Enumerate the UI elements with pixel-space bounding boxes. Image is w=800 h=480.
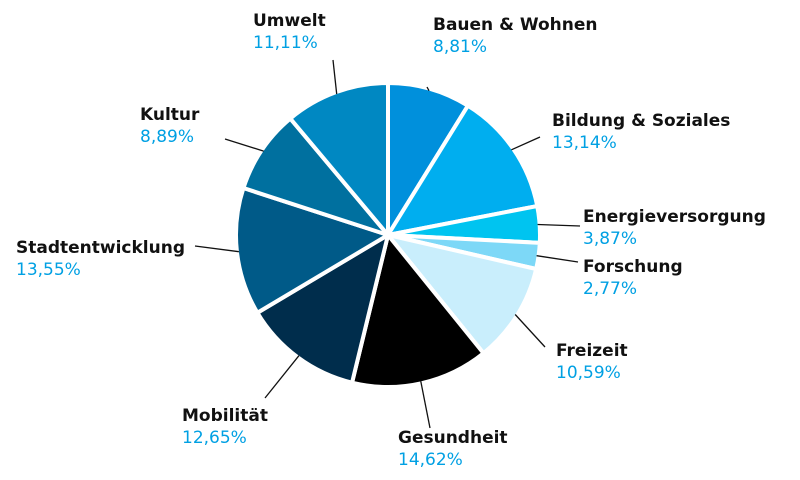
slice-label-forschung: Forschung: [583, 257, 683, 277]
slice-label-freizeit: Freizeit: [556, 341, 628, 361]
slice-value-freizeit: 10,59%: [556, 363, 621, 383]
leader-line-energieversorgung: [537, 223, 581, 227]
slice-value-energieversorgung: 3,87%: [583, 229, 637, 249]
slice-label-stadtentwicklung: Stadtentwicklung: [16, 238, 185, 258]
slice-label-umwelt: Umwelt: [253, 11, 326, 31]
leader-line-kultur: [224, 138, 264, 152]
leader-line-bauen-und-wohnen: [426, 86, 430, 92]
pie-slices: [234, 81, 542, 389]
slice-label-kultur: Kultur: [140, 105, 200, 125]
leader-lines: [194, 59, 581, 429]
leader-line-bildung-und-soziales: [511, 136, 541, 151]
slice-value-kultur: 8,89%: [140, 127, 194, 147]
slice-value-umwelt: 11,11%: [253, 33, 318, 53]
leader-line-mobilitaet: [264, 355, 300, 399]
leader-line-gesundheit: [420, 381, 431, 429]
slice-value-forschung: 2,77%: [583, 279, 637, 299]
slice-label-bildung-und-soziales: Bildung & Soziales: [552, 111, 730, 131]
leader-line-umwelt: [332, 59, 338, 95]
slice-label-gesundheit: Gesundheit: [398, 428, 508, 448]
leader-line-freizeit: [514, 314, 546, 348]
slice-value-bauen-und-wohnen: 8,81%: [433, 37, 487, 57]
slice-value-stadtentwicklung: 13,55%: [16, 260, 81, 280]
slice-label-bauen-und-wohnen: Bauen & Wohnen: [433, 15, 598, 35]
slice-value-mobilitaet: 12,65%: [182, 428, 247, 448]
slice-label-mobilitaet: Mobilität: [182, 406, 268, 426]
leader-line-forschung: [536, 255, 579, 263]
leader-line-stadtentwicklung: [194, 245, 239, 253]
slice-value-gesundheit: 14,62%: [398, 450, 463, 470]
slice-value-bildung-und-soziales: 13,14%: [552, 133, 617, 153]
slice-label-energieversorgung: Energieversorgung: [583, 207, 766, 227]
